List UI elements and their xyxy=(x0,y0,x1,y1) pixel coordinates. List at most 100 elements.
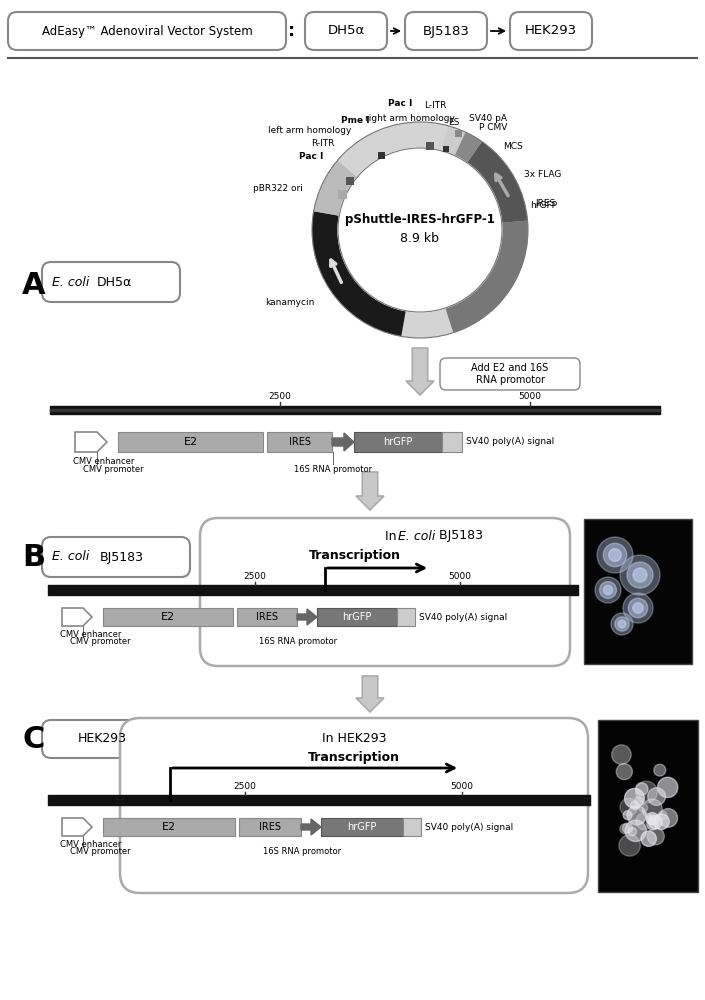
Bar xyxy=(443,146,449,152)
Circle shape xyxy=(639,803,648,812)
Circle shape xyxy=(618,620,626,628)
Text: In: In xyxy=(385,530,400,542)
Polygon shape xyxy=(301,819,321,835)
Circle shape xyxy=(633,603,643,613)
Text: HEK293: HEK293 xyxy=(78,732,126,746)
Polygon shape xyxy=(356,472,384,510)
Text: P CMV: P CMV xyxy=(479,123,508,132)
Wedge shape xyxy=(348,122,465,169)
Bar xyxy=(267,432,332,452)
Bar xyxy=(354,432,442,452)
Text: E. coli: E. coli xyxy=(52,275,93,288)
Text: CMV promoter: CMV promoter xyxy=(70,637,130,646)
Circle shape xyxy=(630,801,639,810)
Bar xyxy=(103,818,235,836)
Text: CMV enhancer: CMV enhancer xyxy=(73,457,135,466)
Text: CMV enhancer: CMV enhancer xyxy=(60,630,121,639)
Text: 16S RNA promotor: 16S RNA promotor xyxy=(259,637,337,646)
Text: right arm homology: right arm homology xyxy=(365,114,455,123)
FancyBboxPatch shape xyxy=(200,518,570,666)
Bar xyxy=(317,608,397,626)
Text: L-ITR: L-ITR xyxy=(424,101,446,110)
Polygon shape xyxy=(62,608,92,626)
Text: SV40 poly(A) signal: SV40 poly(A) signal xyxy=(466,438,554,446)
Text: left arm homology: left arm homology xyxy=(267,126,351,135)
Text: MCS: MCS xyxy=(503,142,523,151)
Circle shape xyxy=(620,555,660,595)
Circle shape xyxy=(647,828,664,845)
Circle shape xyxy=(634,797,643,805)
Text: BJ5183: BJ5183 xyxy=(422,24,470,37)
Bar xyxy=(403,818,421,836)
Circle shape xyxy=(628,827,637,836)
Circle shape xyxy=(608,549,621,561)
Polygon shape xyxy=(297,609,317,625)
Text: A: A xyxy=(22,270,46,300)
Text: Transcription: Transcription xyxy=(308,750,400,764)
Text: E. coli: E. coli xyxy=(52,550,93,564)
Bar xyxy=(338,190,348,199)
FancyBboxPatch shape xyxy=(42,720,162,758)
Text: pShuttle-IRES-hrGFP-1: pShuttle-IRES-hrGFP-1 xyxy=(345,214,495,227)
FancyBboxPatch shape xyxy=(42,262,180,302)
Text: 8.9 kb: 8.9 kb xyxy=(400,232,439,244)
Text: hrGFP: hrGFP xyxy=(530,202,557,211)
Text: CMV enhancer: CMV enhancer xyxy=(60,840,121,849)
Text: E2: E2 xyxy=(162,822,176,832)
Bar xyxy=(118,432,263,452)
Wedge shape xyxy=(446,221,528,333)
Bar xyxy=(346,177,355,185)
Circle shape xyxy=(623,823,632,833)
Text: E. coli: E. coli xyxy=(398,530,436,542)
Bar xyxy=(397,608,415,626)
Circle shape xyxy=(636,781,657,803)
FancyBboxPatch shape xyxy=(42,537,190,577)
Text: hrGFP: hrGFP xyxy=(384,437,412,447)
Circle shape xyxy=(599,582,616,598)
Text: Pac I: Pac I xyxy=(299,152,324,161)
Text: Pme I: Pme I xyxy=(341,116,369,125)
Wedge shape xyxy=(314,150,365,216)
Text: 16S RNA promotor: 16S RNA promotor xyxy=(294,465,372,474)
Circle shape xyxy=(649,815,662,829)
Text: E2: E2 xyxy=(183,437,197,447)
Polygon shape xyxy=(406,348,434,395)
Bar xyxy=(584,519,692,664)
Circle shape xyxy=(636,813,653,830)
Text: CMV promoter: CMV promoter xyxy=(83,465,144,474)
Circle shape xyxy=(625,788,644,808)
Circle shape xyxy=(646,813,658,825)
Bar xyxy=(321,818,403,836)
Bar xyxy=(442,432,462,452)
Text: pBR322 ori: pBR322 ori xyxy=(254,184,303,193)
Text: IRES: IRES xyxy=(259,822,281,832)
Circle shape xyxy=(642,799,662,819)
Circle shape xyxy=(658,811,667,820)
Text: 5000: 5000 xyxy=(448,572,472,581)
Text: :: : xyxy=(288,22,295,40)
Bar xyxy=(598,720,698,892)
Text: ES: ES xyxy=(448,118,460,127)
Text: Pac I: Pac I xyxy=(388,99,412,108)
Text: Add E2 and 16S
RNA promotor: Add E2 and 16S RNA promotor xyxy=(472,363,548,385)
Circle shape xyxy=(616,764,632,780)
FancyBboxPatch shape xyxy=(305,12,387,50)
Wedge shape xyxy=(337,122,448,177)
FancyBboxPatch shape xyxy=(120,718,588,893)
Polygon shape xyxy=(332,433,354,451)
Circle shape xyxy=(641,831,656,846)
Bar xyxy=(237,608,297,626)
Text: SV40 pA: SV40 pA xyxy=(469,114,507,123)
Circle shape xyxy=(625,820,646,841)
FancyBboxPatch shape xyxy=(510,12,592,50)
Text: CMV promoter: CMV promoter xyxy=(70,847,130,856)
Circle shape xyxy=(612,745,631,764)
Text: Transcription: Transcription xyxy=(309,548,401,562)
Circle shape xyxy=(633,568,647,582)
Circle shape xyxy=(620,798,637,816)
Circle shape xyxy=(654,764,666,776)
Text: DH5α: DH5α xyxy=(327,24,364,37)
Circle shape xyxy=(597,537,633,573)
FancyBboxPatch shape xyxy=(8,12,286,50)
Text: 2500: 2500 xyxy=(243,572,266,581)
